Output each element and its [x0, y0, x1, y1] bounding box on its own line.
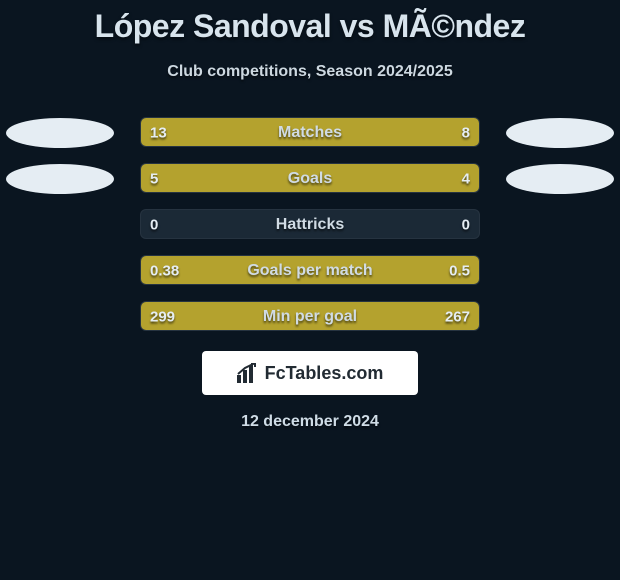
- stat-label: Matches: [278, 124, 342, 142]
- player-left-badge: [6, 164, 114, 194]
- subtitle: Club competitions, Season 2024/2025: [0, 63, 620, 81]
- bar-fill-right: [351, 118, 479, 146]
- bar-chart-icon: [237, 363, 259, 383]
- stat-label: Min per goal: [263, 308, 357, 326]
- stat-row: 0.38 0.5 Goals per match: [0, 255, 620, 287]
- brand-box: FcTables.com: [202, 351, 418, 395]
- player-left-badge: [6, 118, 114, 148]
- stat-row: 5 4 Goals: [0, 163, 620, 195]
- stat-value-right: 8: [462, 125, 470, 142]
- page-title: López Sandoval vs MÃ©ndez: [0, 0, 620, 45]
- bar-fill-right: [330, 164, 479, 192]
- player-right-badge: [506, 118, 614, 148]
- stat-row: 299 267 Min per goal: [0, 301, 620, 333]
- stat-value-left: 0.38: [150, 263, 179, 280]
- stats-container: 13 8 Matches 5 4 Goals 0 0 Hattricks 0.38 0.5 Goals…: [0, 117, 620, 333]
- stat-row: 0 0 Hattricks: [0, 209, 620, 241]
- stat-value-left: 13: [150, 125, 167, 142]
- stat-row: 13 8 Matches: [0, 117, 620, 149]
- stat-label: Hattricks: [276, 216, 344, 234]
- stat-value-right: 0.5: [449, 263, 470, 280]
- stat-value-right: 0: [462, 217, 470, 234]
- stat-value-left: 299: [150, 309, 175, 326]
- stat-label: Goals: [288, 170, 332, 188]
- stat-value-left: 5: [150, 171, 158, 188]
- stat-value-right: 267: [445, 309, 470, 326]
- stat-value-left: 0: [150, 217, 158, 234]
- player-right-badge: [506, 164, 614, 194]
- stat-label: Goals per match: [247, 262, 372, 280]
- date-text: 12 december 2024: [0, 413, 620, 431]
- brand-text: FcTables.com: [265, 363, 384, 384]
- stat-value-right: 4: [462, 171, 470, 188]
